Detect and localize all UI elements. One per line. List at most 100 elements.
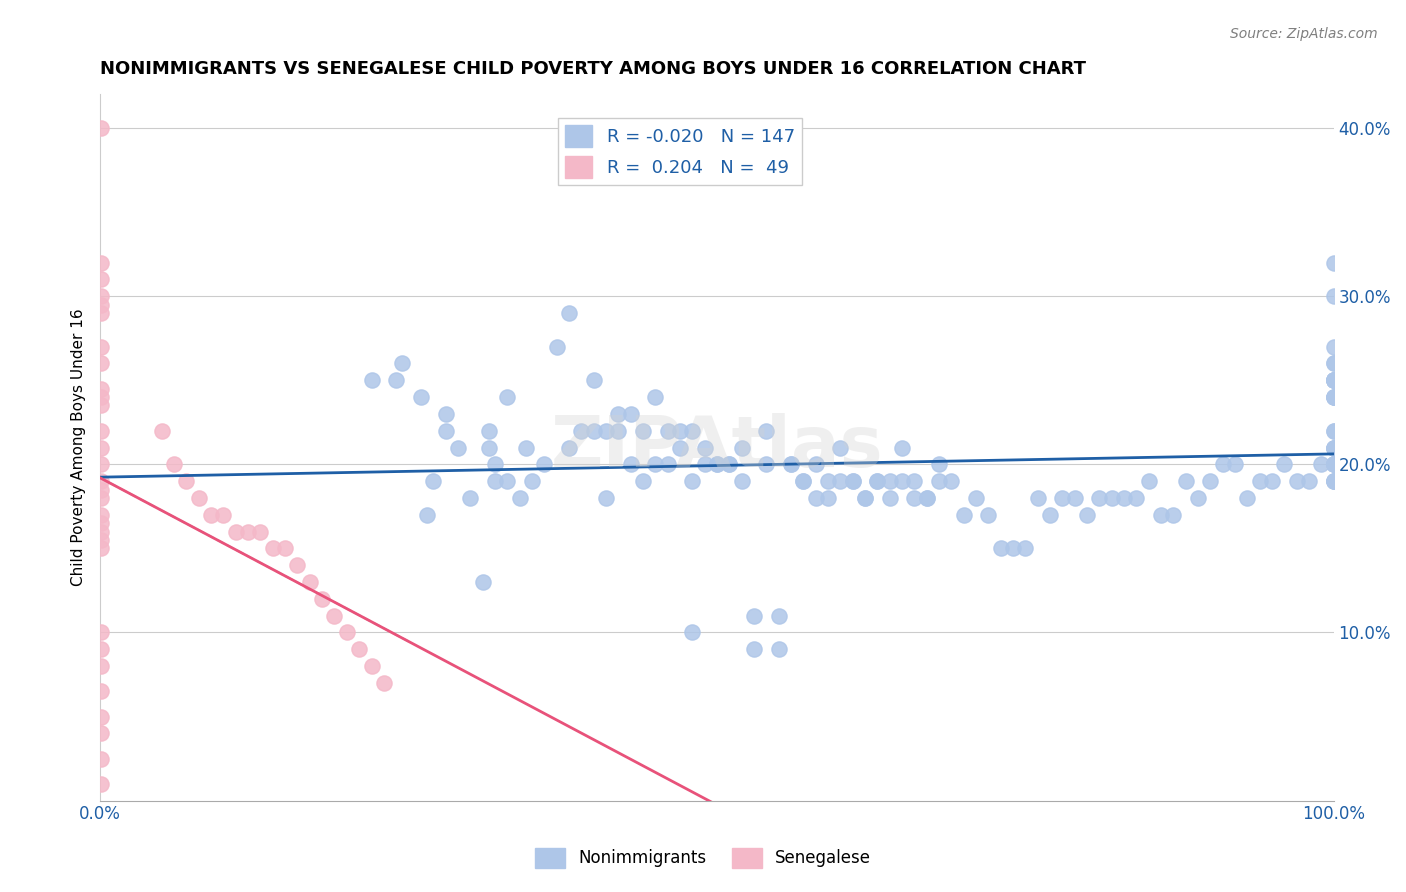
Point [1261,474,1284,488]
Point [804,458,827,472]
Point [298,575,321,590]
Point [915,491,938,505]
Point [1101,491,1123,505]
Point [90,751,112,765]
Point [1187,491,1209,505]
Point [391,356,413,370]
Point [830,474,852,488]
Point [1249,474,1271,488]
Point [1001,541,1024,556]
Point [742,642,765,657]
Point [780,458,803,472]
Point [1125,491,1147,505]
Point [669,441,692,455]
Point [558,441,581,455]
Point [90,424,112,438]
Point [1236,491,1258,505]
Point [1323,441,1346,455]
Point [90,289,112,303]
Point [176,474,198,488]
Point [287,558,309,573]
Point [1323,373,1346,387]
Point [360,373,382,387]
Point [1026,491,1049,505]
Point [1323,356,1346,370]
Point [478,424,501,438]
Point [546,340,568,354]
Y-axis label: Child Poverty Among Boys Under 16: Child Poverty Among Boys Under 16 [72,309,86,586]
Point [1112,491,1135,505]
Point [90,516,112,531]
Point [212,508,235,522]
Point [1323,373,1346,387]
Point [90,390,112,404]
Point [768,642,790,657]
Point [1323,458,1346,472]
Point [903,491,925,505]
Point [1323,373,1346,387]
Point [236,524,259,539]
Point [817,474,839,488]
Point [90,659,112,673]
Point [841,474,863,488]
Point [409,390,432,404]
Point [1323,390,1346,404]
Point [90,709,112,723]
Point [619,407,641,421]
Point [1323,474,1346,488]
Point [434,407,457,421]
Point [484,474,506,488]
Point [520,474,543,488]
Point [90,255,112,269]
Point [1323,474,1346,488]
Point [1323,289,1346,303]
Point [792,474,814,488]
Point [1076,508,1098,522]
Point [941,474,963,488]
Point [866,474,889,488]
Point [1323,255,1346,269]
Point [706,458,728,472]
Point [768,608,790,623]
Point [515,441,537,455]
Point [1212,458,1234,472]
Point [693,441,716,455]
Point [311,591,333,606]
Point [90,491,112,505]
Point [1323,424,1346,438]
Point [619,458,641,472]
Point [804,491,827,505]
Point [582,424,605,438]
Point [90,297,112,311]
Point [965,491,987,505]
Point [681,424,703,438]
Point [471,575,494,590]
Point [607,424,630,438]
Point [1323,458,1346,472]
Point [644,390,666,404]
Point [1323,441,1346,455]
Point [1310,458,1333,472]
Point [558,306,581,320]
Point [434,424,457,438]
Point [718,458,741,472]
Point [1323,390,1346,404]
Point [1298,474,1320,488]
Point [657,424,679,438]
Point [1323,474,1346,488]
Point [90,777,112,791]
Point [631,474,654,488]
Point [879,491,901,505]
Point [644,458,666,472]
Point [90,524,112,539]
Point [595,491,617,505]
Point [977,508,1000,522]
Point [90,684,112,698]
Point [90,458,112,472]
Point [1137,474,1160,488]
Point [90,474,112,488]
Point [866,474,889,488]
Point [681,625,703,640]
Point [1039,508,1062,522]
Point [478,441,501,455]
